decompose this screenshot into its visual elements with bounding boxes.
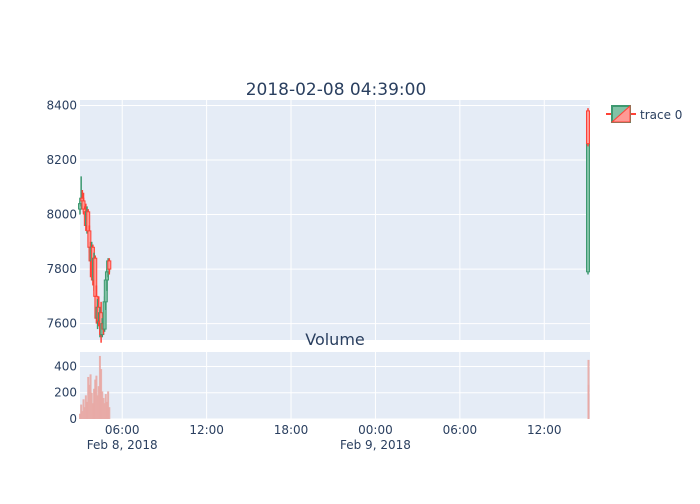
candle-body (586, 110, 590, 145)
volume-bar (107, 391, 110, 419)
volume-bar (79, 413, 81, 419)
volume-bar (93, 388, 96, 419)
volume-bar (102, 397, 105, 419)
price-y-tick-label: 7800 (46, 262, 77, 276)
x-tick-label: 06:00 (443, 423, 478, 437)
volume-subplot-title: Volume (305, 330, 365, 349)
volume-bar (91, 403, 94, 419)
x-tick-label: 12:00 (189, 423, 224, 437)
legend-label: trace 0 (640, 108, 682, 122)
volume-bar (96, 395, 99, 419)
volume-bar (80, 404, 83, 419)
volume-bar (97, 386, 100, 419)
volume-bar (84, 395, 87, 419)
x-tick-date-label: Feb 8, 2018 (87, 438, 158, 452)
price-plot-area (80, 100, 590, 340)
volume-bar (103, 403, 106, 419)
x-tick-date-label: Feb 9, 2018 (340, 438, 411, 452)
volume-y-tick-label: 0 (69, 412, 77, 426)
x-tick-label: 12:00 (527, 423, 562, 437)
volume-bar (90, 392, 93, 419)
volume-bar (100, 369, 103, 419)
volume-bar (105, 401, 108, 419)
price-y-tick-label: 7600 (46, 317, 77, 331)
volume-bar (104, 394, 107, 419)
volume-bar (108, 407, 111, 419)
x-tick-label: 00:00 (358, 423, 393, 437)
volume-bar (89, 374, 92, 419)
volume-y-tick-label: 200 (54, 386, 77, 400)
volume-bar (94, 379, 97, 419)
volume-bar (83, 407, 86, 419)
legend[interactable]: trace 0 (606, 104, 682, 123)
volume-bar (95, 375, 98, 419)
price-y-tick-label: 8400 (46, 98, 77, 112)
volume-bar (101, 391, 104, 419)
volume-bar (98, 355, 101, 419)
volume-y-tick-label: 400 (54, 359, 77, 373)
volume-bar (87, 376, 90, 419)
chart-title: 2018-02-08 04:39:00 (246, 80, 427, 100)
candle-body (107, 260, 112, 270)
price-y-tick-label: 8200 (46, 153, 77, 167)
volume-plot-area (80, 352, 590, 419)
volume-bar (86, 401, 89, 419)
volume-bar (88, 384, 91, 419)
x-tick-label: 18:00 (274, 423, 309, 437)
price-y-tick-label: 8000 (46, 208, 77, 222)
volume-bar (81, 411, 84, 419)
volume-bar (587, 359, 590, 419)
x-tick-label: 06:00 (105, 423, 140, 437)
legend-candle-icon-decreasing (610, 104, 631, 123)
volume-bar (82, 399, 85, 419)
